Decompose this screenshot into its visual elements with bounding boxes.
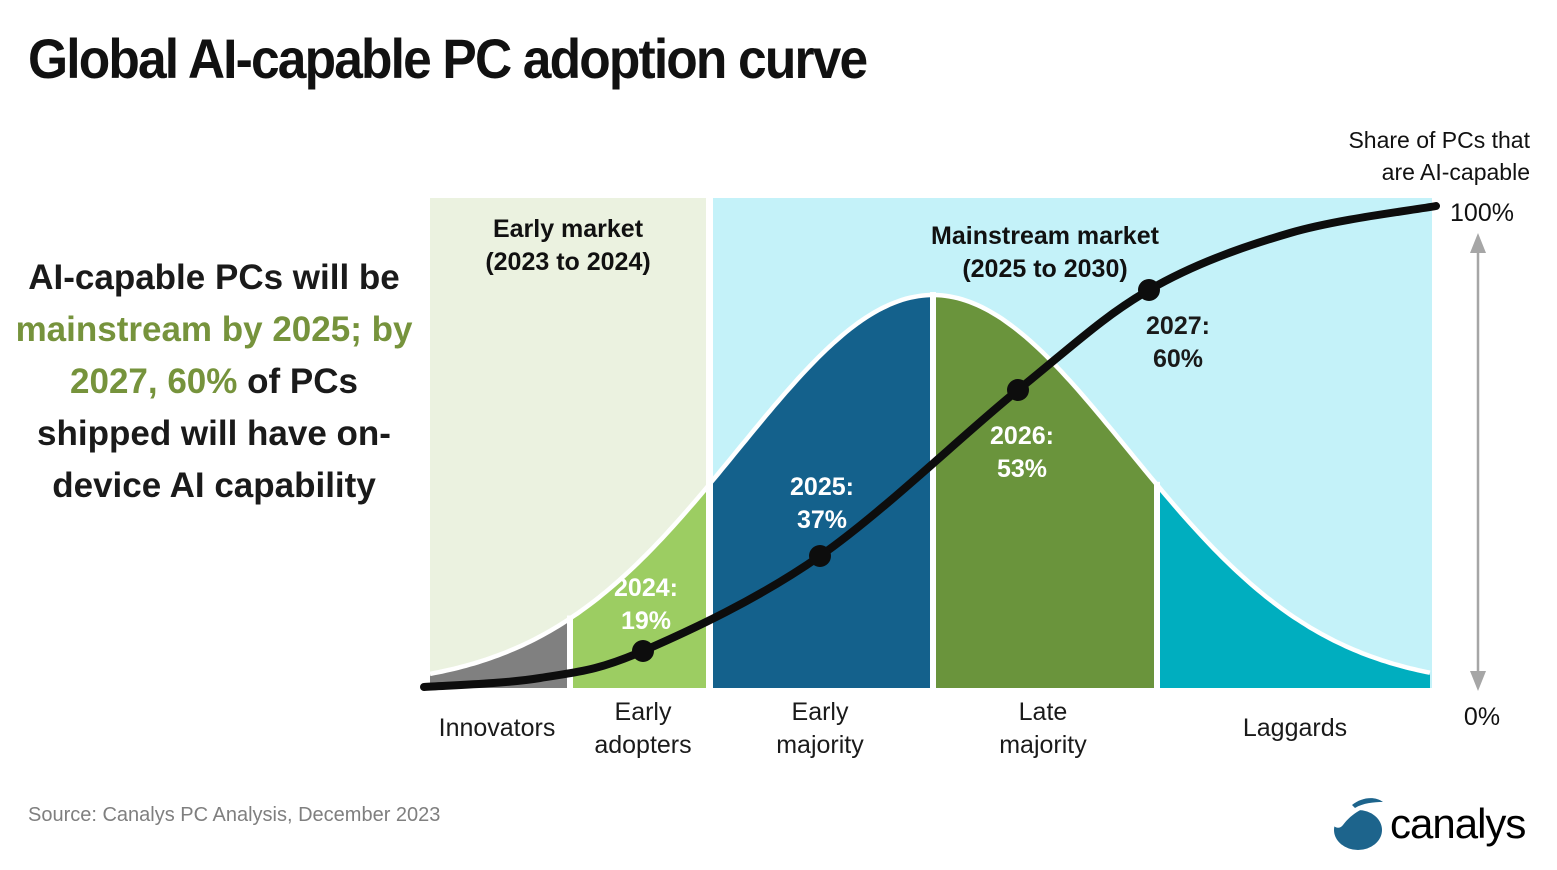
annotation-2024-year: 2024: [614,574,678,602]
annotation-2026: 2026: 53% [942,420,1102,486]
annotation-2026-year: 2026: [990,422,1054,450]
canalys-logo: canalys [1330,795,1526,853]
y-axis-title: Share of PCs that are AI-capable [1348,127,1530,185]
segment-label-innovators: Innovators [438,714,556,742]
annotation-2026-value: 53% [996,455,1048,483]
segment-label-late-majority: Late majority [999,698,1087,759]
region-label-mainstream-market: Mainstream market (2025 to 2030) [890,220,1200,286]
region-main-title: Mainstream market [931,222,1159,250]
region-main-years: (2025 to 2030) [962,255,1128,283]
y-axis-min-label: 0% [1463,703,1501,731]
annotation-2024-value: 19% [620,607,672,635]
segment-label-early-adopters: Early adopters [594,698,692,759]
y-axis-max-label: 100% [1450,199,1514,227]
region-early-title: Early market [492,215,644,243]
annotation-2027: 2027: 60% [1098,310,1258,376]
region-early-years: (2023 to 2024) [485,248,651,276]
canalys-logo-icon [1334,798,1383,850]
insight-text: AI-capable PCs will be mainstream by 202… [15,258,413,505]
canalys-logo-text: canalys [1390,800,1526,847]
annotation-2025-year: 2025: [790,473,854,501]
annotation-2027-year: 2027: [1146,312,1210,340]
segment-label-early-majority: Early majority [776,698,864,759]
segment-label-laggards: Laggards [1242,714,1348,742]
page-title: Global AI-capable PC adoption curve [28,27,868,90]
annotation-2025: 2025: 37% [742,471,902,537]
annotation-2027-value: 60% [1152,345,1204,373]
source-note: Source: Canalys PC Analysis, December 20… [28,804,441,826]
annotation-2025-value: 37% [796,506,848,534]
region-label-early-market: Early market (2023 to 2024) [428,213,708,279]
annotation-2024: 2024: 19% [566,572,726,638]
